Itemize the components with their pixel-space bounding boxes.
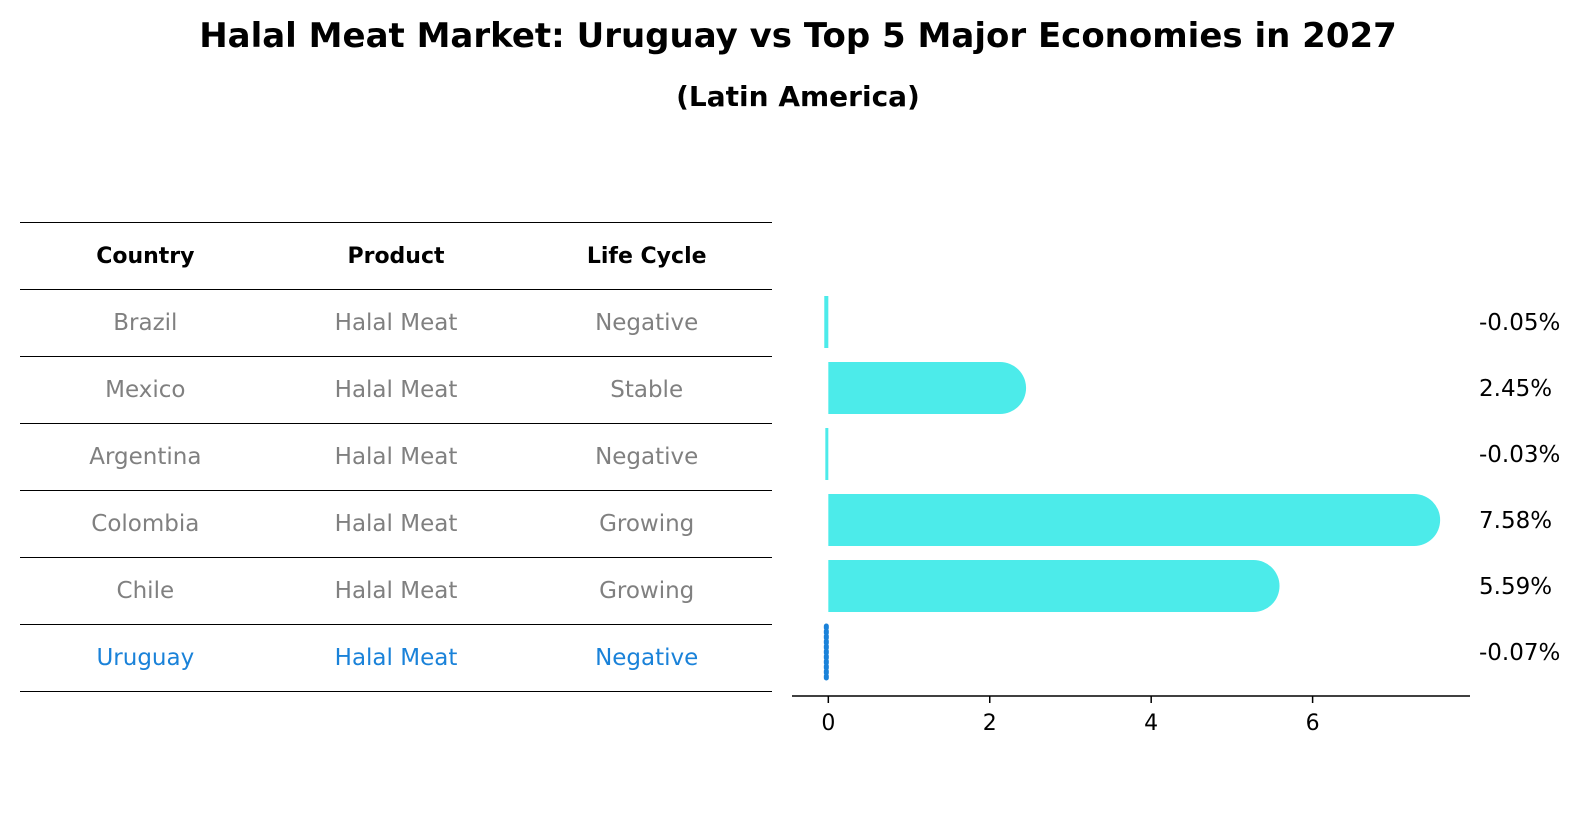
table-row: Mexico Halal Meat Stable — [20, 357, 772, 424]
header-product: Product — [347, 243, 445, 269]
bar-mexico — [828, 362, 1027, 414]
value-label: -0.05% — [1479, 310, 1560, 336]
bar-argentina — [825, 428, 829, 480]
x-tick-label: 0 — [821, 711, 835, 736]
cell-country: Brazil — [113, 310, 178, 336]
cell-life-cycle: Stable — [610, 377, 684, 403]
cell-product: Halal Meat — [334, 310, 458, 336]
cell-life-cycle: Growing — [599, 511, 695, 537]
table-row: Argentina Halal Meat Negative — [20, 424, 772, 491]
cell-product: Halal Meat — [334, 377, 458, 403]
cell-product: Halal Meat — [334, 578, 458, 604]
cell-life-cycle: Negative — [595, 310, 699, 336]
cell-life-cycle: Negative — [595, 444, 699, 470]
bar-brazil — [824, 296, 829, 348]
x-tick-label: 2 — [983, 711, 997, 736]
value-label: 5.59% — [1479, 574, 1552, 600]
x-tick-label: 6 — [1306, 711, 1320, 736]
market-table: Country Product Life Cycle Brazil Halal … — [20, 222, 772, 692]
table-row: Brazil Halal Meat Negative — [20, 290, 772, 357]
chart-title: Halal Meat Market: Uruguay vs Top 5 Majo… — [199, 16, 1397, 56]
cell-country: Colombia — [91, 511, 200, 537]
cell-life-cycle: Negative — [595, 645, 699, 671]
table-row: Colombia Halal Meat Growing — [20, 491, 772, 558]
header-life-cycle: Life Cycle — [586, 243, 707, 269]
table-header-row: Country Product Life Cycle — [20, 223, 772, 290]
cell-product: Halal Meat — [334, 444, 458, 470]
value-label: -0.07% — [1479, 640, 1560, 666]
x-tick-label: 4 — [1144, 711, 1158, 736]
header-country: Country — [96, 243, 195, 269]
cell-country: Mexico — [105, 377, 186, 403]
cell-life-cycle: Growing — [599, 578, 695, 604]
value-label: 2.45% — [1479, 376, 1552, 402]
table-row: Chile Halal Meat Growing — [20, 558, 772, 625]
cell-country: Argentina — [89, 444, 202, 470]
cell-product: Halal Meat — [334, 511, 458, 537]
cell-product: Halal Meat — [334, 645, 458, 671]
bar-chile — [828, 560, 1280, 612]
table-row-highlighted: Uruguay Halal Meat Negative — [20, 625, 772, 692]
cell-country: Chile — [116, 578, 175, 604]
chart-subtitle: (Latin America) — [676, 80, 920, 113]
bar-colombia — [828, 494, 1441, 546]
cell-country: Uruguay — [96, 645, 195, 671]
value-label: -0.03% — [1479, 442, 1560, 468]
value-label: 7.58% — [1479, 508, 1552, 534]
